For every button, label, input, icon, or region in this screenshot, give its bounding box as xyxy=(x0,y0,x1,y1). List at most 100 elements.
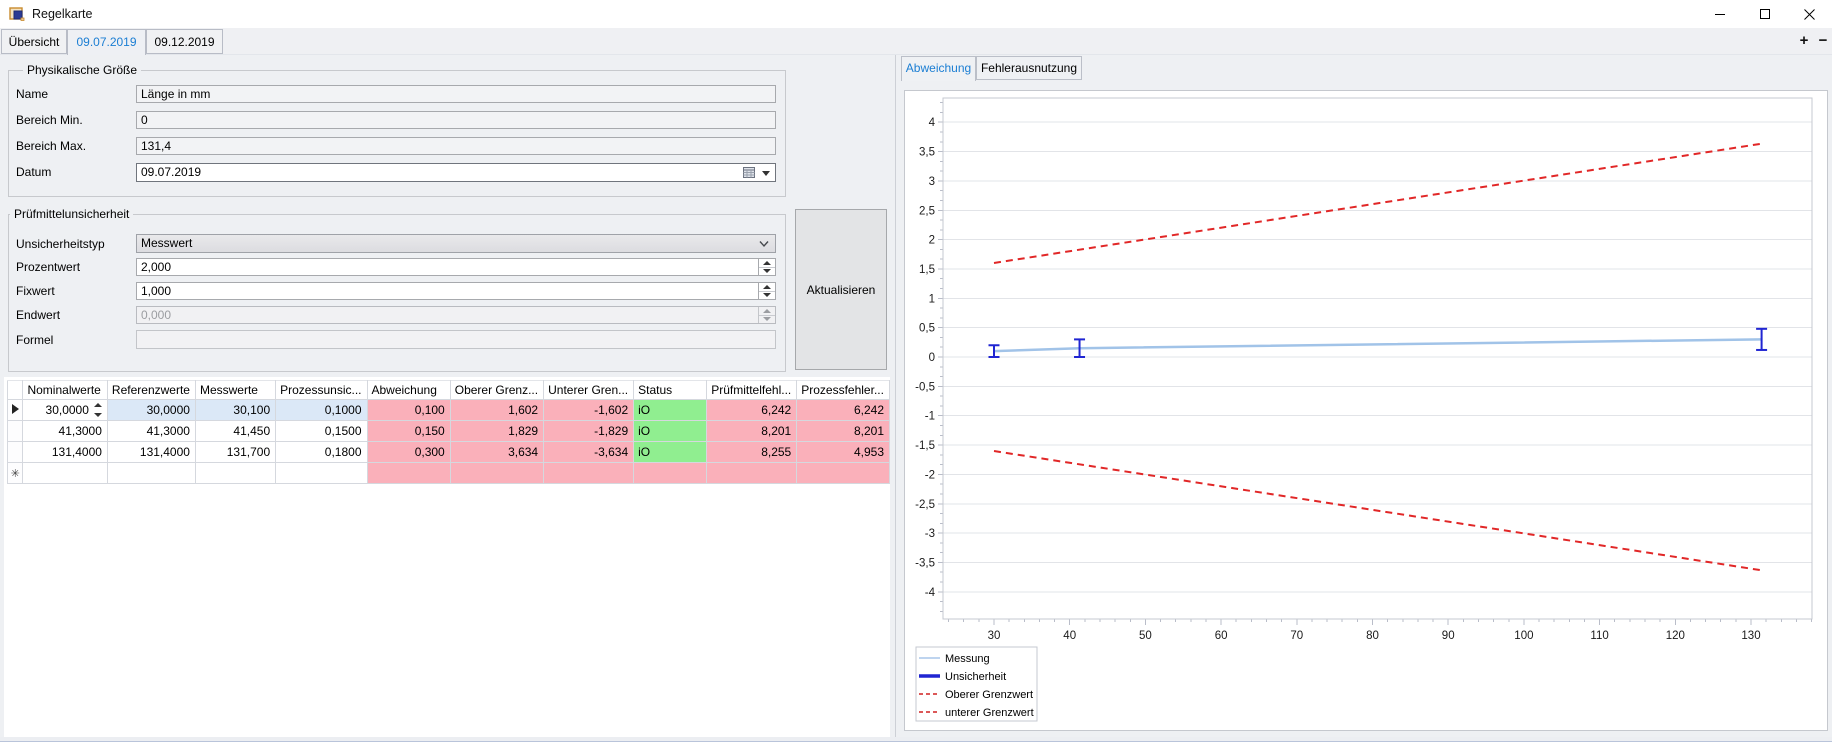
column-header[interactable]: Unterer Gren... xyxy=(543,380,635,400)
table-cell[interactable]: 41,3000 xyxy=(22,420,108,442)
table-cell[interactable]: iO xyxy=(633,441,708,463)
unsicherheitstyp-combo[interactable]: Messwert xyxy=(136,234,776,253)
table-cell[interactable]: 8,255 xyxy=(706,441,798,463)
close-button[interactable] xyxy=(1787,0,1832,28)
datum-field[interactable]: 09.07.2019 xyxy=(136,163,776,182)
window-frame-right xyxy=(1829,55,1832,742)
close-icon xyxy=(1804,8,1815,20)
spin-up[interactable] xyxy=(759,283,775,292)
aktualisieren-button[interactable]: Aktualisieren xyxy=(795,209,887,370)
column-header[interactable]: Oberer Grenz... xyxy=(449,380,545,400)
row-selector[interactable] xyxy=(6,420,24,442)
table-cell[interactable]: 0,1500 xyxy=(275,420,368,442)
table-cell[interactable]: 4,953 xyxy=(796,441,890,463)
current-row-indicator[interactable] xyxy=(6,399,24,421)
prozentwert-field[interactable]: 2,000 xyxy=(136,258,776,276)
spin-down[interactable] xyxy=(759,292,775,300)
table-cell[interactable]: iO xyxy=(633,420,708,442)
table-cell[interactable]: iO xyxy=(633,399,708,421)
table-cell[interactable]: 30,100 xyxy=(194,399,277,421)
arrow-down-icon xyxy=(763,293,771,298)
row-selector-header xyxy=(6,380,24,400)
cell-spinner[interactable] xyxy=(92,402,104,418)
table-cell[interactable]: 6,242 xyxy=(796,399,890,421)
bereich-max-value: 131,4 xyxy=(141,139,172,153)
column-header[interactable]: Nominalwerte xyxy=(22,380,108,400)
row-selector[interactable] xyxy=(6,441,24,463)
svg-text:-2,5: -2,5 xyxy=(915,499,935,511)
table-cell[interactable] xyxy=(366,462,451,484)
table-cell[interactable]: 30,0000 xyxy=(106,399,196,421)
table-cell[interactable] xyxy=(449,462,545,484)
tab-label: 09.07.2019 xyxy=(76,35,137,49)
table-cell[interactable] xyxy=(543,462,635,484)
table-cell[interactable]: 0,100 xyxy=(366,399,451,421)
minimize-button[interactable] xyxy=(1697,0,1742,28)
table-cell[interactable]: 0,1000 xyxy=(275,399,368,421)
table-header: Nominalwerte Referenzwerte Messwerte Prozes… xyxy=(6,380,890,400)
svg-text:4: 4 xyxy=(929,117,936,129)
bereich-max-field[interactable]: 131,4 xyxy=(136,137,776,155)
table-cell[interactable]: 8,201 xyxy=(796,420,890,442)
tab-uebersicht[interactable]: Übersicht xyxy=(1,29,67,54)
table-cell[interactable]: 131,700 xyxy=(194,441,277,463)
chart-tab-abweichung[interactable]: Abweichung xyxy=(901,56,976,81)
table-cell[interactable] xyxy=(706,462,798,484)
table-row: 131,4000 131,4000 131,700 0,1800 0,300 3,634-… xyxy=(6,441,890,463)
table-cell[interactable]: -3,634 xyxy=(543,441,635,463)
table-cell[interactable]: 3,634 xyxy=(449,441,545,463)
table-cell[interactable]: 131,4000 xyxy=(22,441,108,463)
current-row-arrow-icon xyxy=(11,404,19,414)
name-field[interactable]: Länge in mm xyxy=(136,85,776,103)
table-cell[interactable] xyxy=(106,462,196,484)
new-row-indicator[interactable]: ✳ xyxy=(6,462,24,484)
document-tab-bar: Übersicht 09.07.2019 09.12.2019 + − xyxy=(0,28,1832,55)
column-header[interactable]: Status xyxy=(633,380,708,400)
table-cell[interactable]: 0,300 xyxy=(366,441,451,463)
maximize-button[interactable] xyxy=(1742,0,1787,28)
table-cell[interactable]: 131,4000 xyxy=(106,441,196,463)
table-cell[interactable]: 41,450 xyxy=(194,420,277,442)
spin-up[interactable] xyxy=(759,259,775,268)
spin-up xyxy=(759,307,775,316)
table-cell[interactable] xyxy=(22,462,108,484)
arrow-up-icon xyxy=(763,260,771,265)
column-header[interactable]: Messwerte xyxy=(194,380,277,400)
table-cell[interactable] xyxy=(275,462,368,484)
table-cell[interactable]: 6,242 xyxy=(706,399,798,421)
add-tab-button[interactable]: + xyxy=(1799,32,1809,49)
prozentwert-spinner[interactable] xyxy=(758,259,775,275)
tab-09-07-2019[interactable]: 09.07.2019 xyxy=(67,29,146,55)
date-dropdown-caret[interactable] xyxy=(762,171,770,176)
chart-tab-label: Fehlerausnutzung xyxy=(980,61,1078,75)
data-grid: Nominalwerte Referenzwerte Messwerte Prozes… xyxy=(4,377,890,737)
table-cell[interactable] xyxy=(796,462,890,484)
bereich-min-field[interactable]: 0 xyxy=(136,111,776,129)
table-cell[interactable] xyxy=(194,462,277,484)
remove-tab-button[interactable]: − xyxy=(1818,32,1828,49)
fixwert-field[interactable]: 1,000 xyxy=(136,282,776,300)
tab-09-12-2019[interactable]: 09.12.2019 xyxy=(146,29,223,54)
column-header[interactable]: Prüfmittelfehl... xyxy=(706,380,798,400)
table-cell[interactable]: 0,1800 xyxy=(275,441,368,463)
column-header[interactable]: Prozessfehler... xyxy=(796,380,890,400)
spin-down[interactable] xyxy=(759,268,775,276)
svg-text:-1: -1 xyxy=(925,411,935,423)
table-cell[interactable] xyxy=(633,462,708,484)
name-value: Länge in mm xyxy=(141,87,211,101)
table-cell[interactable]: 1,829 xyxy=(449,420,545,442)
table-cell[interactable]: -1,829 xyxy=(543,420,635,442)
calendar-icon[interactable] xyxy=(743,167,755,178)
table-cell[interactable]: -1,602 xyxy=(543,399,635,421)
table-cell[interactable]: 1,602 xyxy=(449,399,545,421)
column-header[interactable]: Abweichung xyxy=(366,380,451,400)
table-cell[interactable]: 8,201 xyxy=(706,420,798,442)
table-cell[interactable]: 0,150 xyxy=(366,420,451,442)
table-cell[interactable]: 30,0000 xyxy=(22,399,108,421)
column-header[interactable]: Prozessunsic... xyxy=(275,380,368,400)
minimize-icon xyxy=(1714,14,1725,15)
table-cell[interactable]: 41,3000 xyxy=(106,420,196,442)
fixwert-spinner[interactable] xyxy=(758,283,775,299)
column-header[interactable]: Referenzwerte xyxy=(106,380,196,400)
chart-tab-fehlerausnutzung[interactable]: Fehlerausnutzung xyxy=(976,56,1082,80)
